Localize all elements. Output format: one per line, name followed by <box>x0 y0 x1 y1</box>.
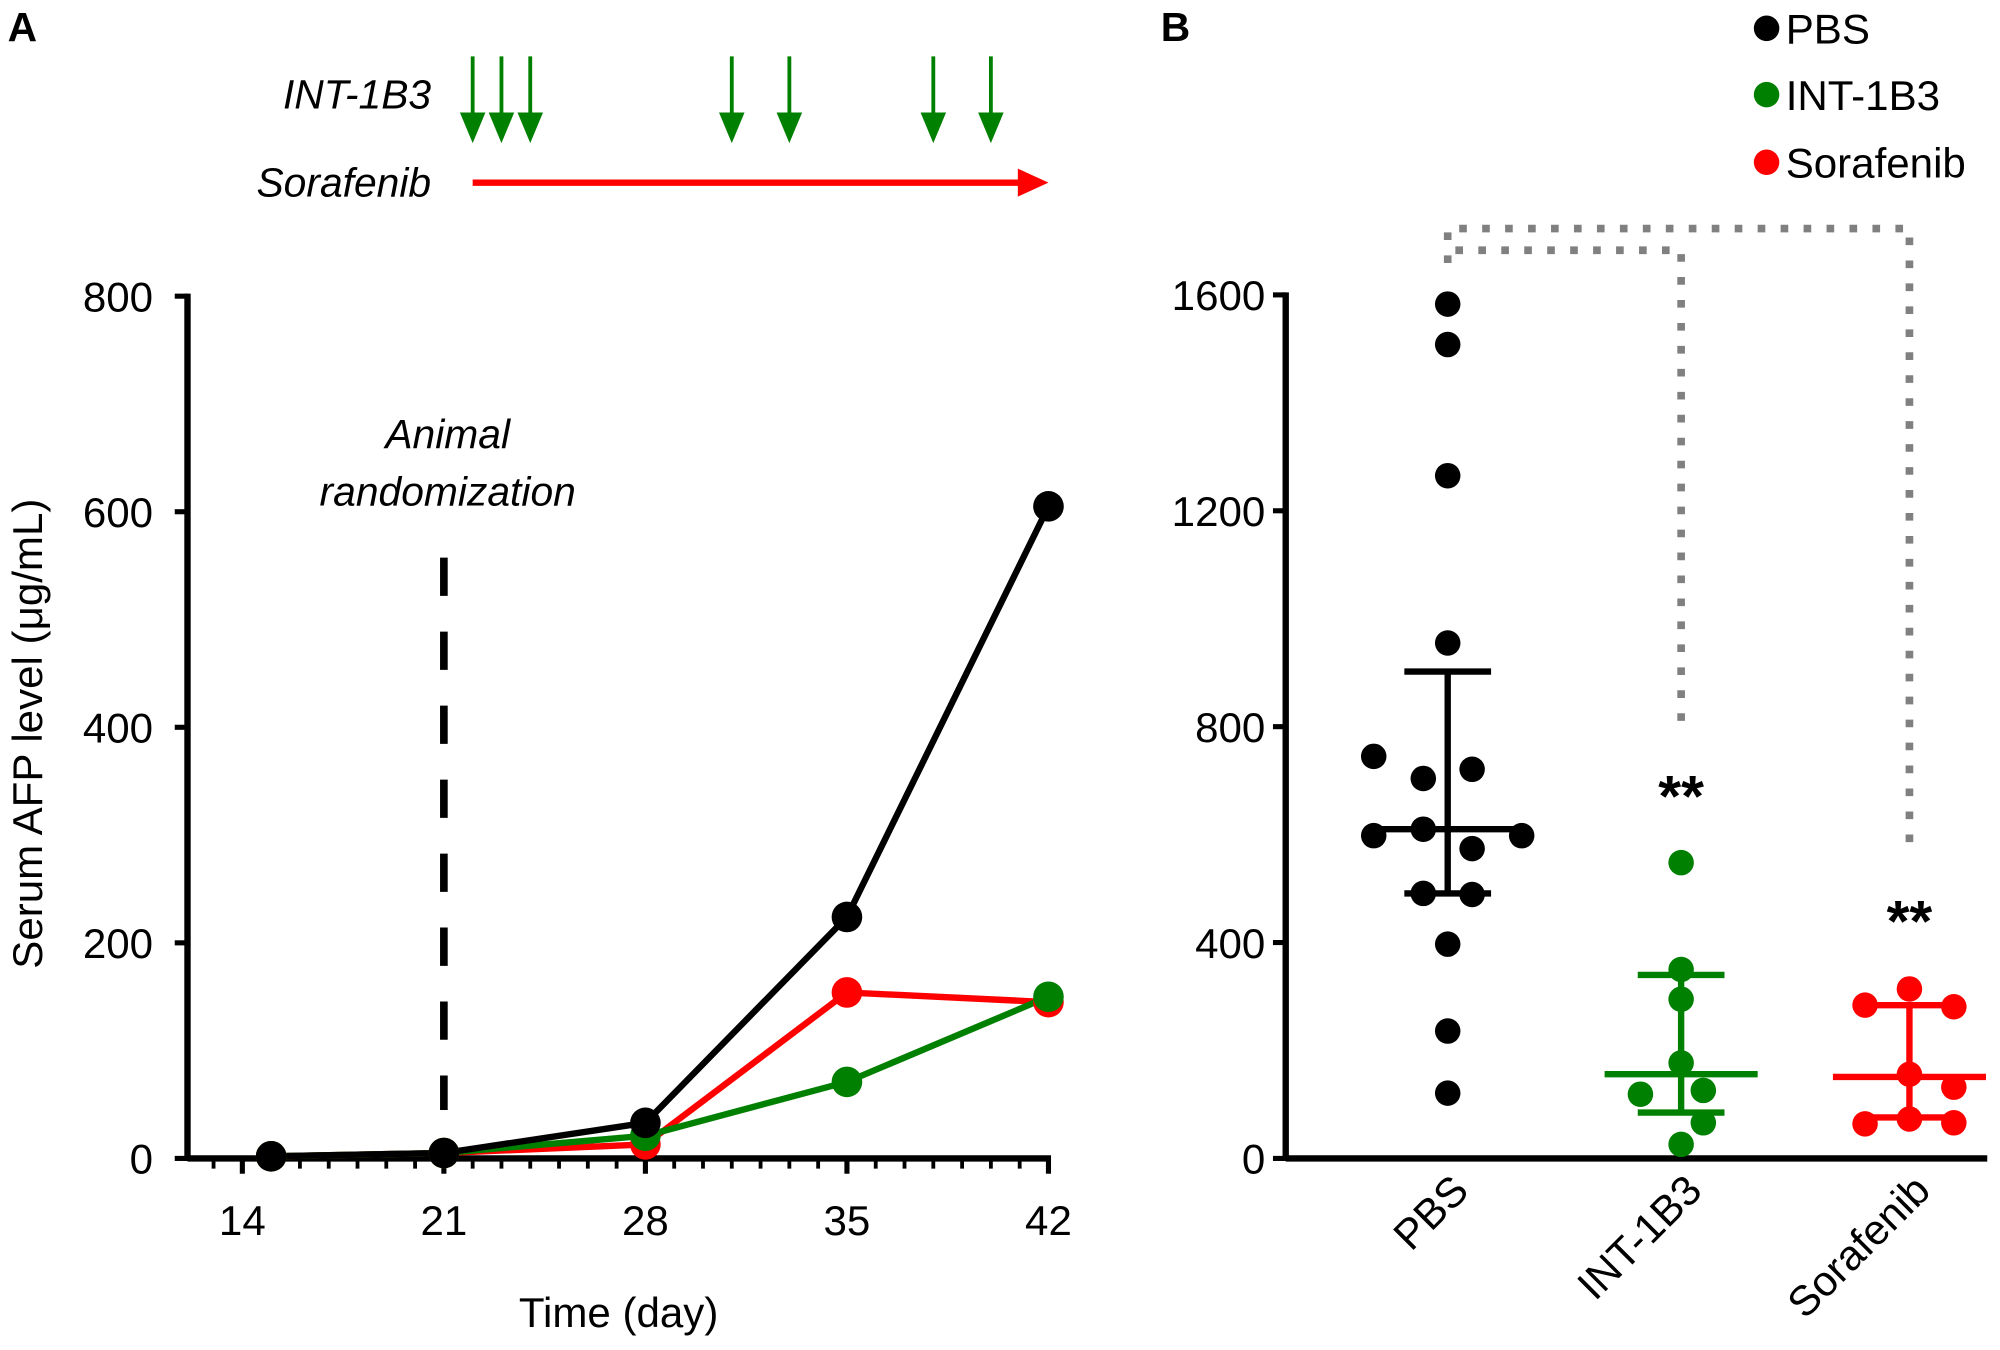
data-point-pbs <box>1410 880 1437 907</box>
significance-marker-sorafenib: ** <box>1887 890 1933 955</box>
data-point-pbs <box>1508 822 1535 849</box>
schedule-int-label: INT-1B3 <box>283 72 431 118</box>
significance-marker-int-1b3: ** <box>1658 765 1704 830</box>
series-line-pbs <box>271 504 1052 1160</box>
int-dose-arrow-head-icon <box>719 112 745 144</box>
x-tick-label: 28 <box>622 1197 669 1244</box>
data-point-int-1b3 <box>1668 1050 1694 1076</box>
data-point-int-1b3 <box>1668 986 1694 1012</box>
data-point-sorafenib <box>1896 1061 1923 1087</box>
panel-a-line-chart: INT-1B3 Sorafenib Animal randomization T… <box>4 56 1072 1336</box>
legend-marker-pbs <box>1753 15 1780 42</box>
y-tick-label: 0 <box>1242 1136 1265 1183</box>
x-tick-label: 42 <box>1025 1197 1072 1244</box>
schedule-sorafenib-label: Sorafenib <box>256 160 431 206</box>
data-point-int-1b3 <box>1668 849 1694 876</box>
data-point-sorafenib <box>1852 1111 1878 1137</box>
y-tick-label: 600 <box>83 489 153 536</box>
legend-label: Sorafenib <box>1786 140 1966 187</box>
data-point-pbs <box>1434 291 1461 317</box>
y-tick-label: 800 <box>83 273 153 320</box>
y-tick-label: 800 <box>1195 704 1265 751</box>
data-point-sorafenib <box>1941 1110 1967 1136</box>
data-point-pbs <box>1360 743 1387 770</box>
int-dose-arrow-head-icon <box>459 112 486 144</box>
y-tick-label: 1200 <box>1172 488 1266 535</box>
data-point-sorafenib <box>1852 992 1878 1018</box>
y-tick-label: 0 <box>130 1136 153 1183</box>
sorafenib-arrow-head-icon <box>1017 168 1049 197</box>
data-point-pbs <box>428 1137 460 1169</box>
x-tick-label: 35 <box>824 1197 871 1244</box>
data-point-sorafenib <box>1941 994 1967 1020</box>
data-point-int-1b3 <box>1627 1081 1654 1107</box>
y-axis-label: Serum AFP level (μg/mL) <box>4 499 51 969</box>
data-point-int-1b3 <box>1690 1077 1717 1104</box>
data-point-pbs <box>255 1140 287 1172</box>
data-point-int-1b3 <box>1668 956 1694 983</box>
x-tick-label: 14 <box>219 1197 266 1244</box>
y-tick-label: 1600 <box>1172 272 1266 319</box>
data-point-pbs <box>1434 931 1461 957</box>
data-point-pbs <box>1033 491 1064 522</box>
x-category-label: PBS <box>1384 1166 1477 1259</box>
legend-label: PBS <box>1786 6 1870 53</box>
int-dose-arrow-head-icon <box>978 112 1004 144</box>
legend-marker-int-1b3 <box>1753 81 1780 108</box>
x-category-label: INT-1B3 <box>1568 1166 1710 1308</box>
x-axis-label: Time (day) <box>519 1289 719 1336</box>
data-point-pbs <box>1434 1018 1461 1044</box>
randomization-label-line1: Animal <box>382 411 511 457</box>
data-point-sorafenib <box>1896 1106 1923 1132</box>
y-tick-label: 400 <box>83 705 153 752</box>
significance-bracket-pbs-sorafenib <box>1443 224 1914 853</box>
data-point-sorafenib <box>1896 976 1923 1002</box>
randomization-label-line2: randomization <box>320 468 576 514</box>
y-tick-label: 400 <box>1195 920 1265 967</box>
x-category-label: Sorafenib <box>1778 1166 1939 1327</box>
panel-label-a: A <box>8 4 37 50</box>
data-point-pbs <box>1459 756 1485 783</box>
int-dose-arrow-head-icon <box>517 112 544 144</box>
data-point-pbs <box>831 901 863 933</box>
x-tick-label: 21 <box>420 1197 467 1244</box>
panel-b-scatter-chart: 0 400 800 1200 1600 PBS INT-1B3 Sorafenib ** ** PB… <box>1172 6 1988 1327</box>
data-point-pbs <box>1434 462 1461 489</box>
data-point-int-1b3 <box>831 1066 863 1098</box>
data-point-int-1b3 <box>1668 1131 1694 1158</box>
int-dose-arrow-head-icon <box>776 112 803 144</box>
y-tick-label: 200 <box>83 920 153 967</box>
data-point-pbs <box>1360 822 1387 849</box>
data-point-sorafenib <box>1941 1074 1967 1100</box>
int-dose-arrow-head-icon <box>920 112 947 144</box>
data-point-pbs <box>630 1107 661 1139</box>
data-point-pbs <box>1434 1080 1461 1106</box>
data-point-pbs <box>1459 881 1485 908</box>
data-point-pbs <box>1410 816 1437 842</box>
data-point-int-1b3 <box>1033 981 1064 1013</box>
panel-label-b: B <box>1161 4 1190 50</box>
legend-label: INT-1B3 <box>1786 72 1940 119</box>
data-point-sorafenib <box>831 977 863 1008</box>
legend-marker-sorafenib <box>1753 149 1780 175</box>
data-point-pbs <box>1434 630 1461 656</box>
data-point-pbs <box>1434 331 1461 358</box>
data-point-pbs <box>1459 835 1485 862</box>
data-point-int-1b3 <box>1690 1110 1717 1136</box>
significance-bracket-pbs-int-1b3 <box>1455 246 1685 733</box>
int-dose-arrow-head-icon <box>488 112 515 144</box>
data-point-pbs <box>1410 765 1437 792</box>
